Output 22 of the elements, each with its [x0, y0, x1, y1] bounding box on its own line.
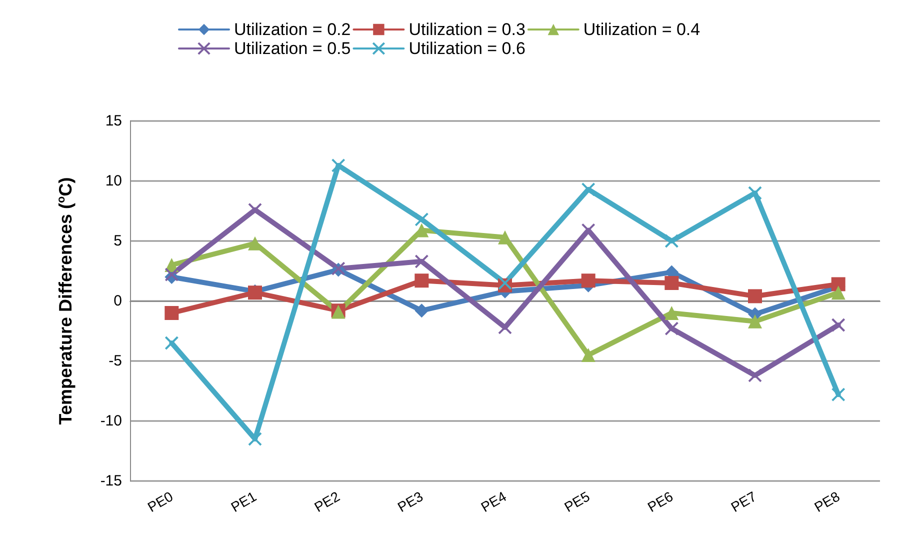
y-tick-label: -15 [100, 472, 122, 490]
legend-label: Utilization = 0.4 [583, 20, 700, 39]
legend-label: Utilization = 0.6 [408, 39, 526, 58]
y-tick-label: 15 [105, 112, 122, 130]
x-tick-label: PE7 [728, 488, 760, 516]
x-tick-label: PE4 [478, 488, 510, 516]
x-tick-label: PE0 [144, 488, 176, 516]
y-tick-label: 10 [105, 172, 122, 190]
x-tick-label: PE8 [811, 488, 843, 516]
legend-label: Utilization = 0.5 [234, 39, 351, 58]
legend-label: Utilization = 0.2 [234, 20, 351, 39]
x-tick-label: PE3 [394, 488, 426, 516]
x-tick-label: PE1 [228, 488, 260, 516]
y-axis-title: Temperature Differences (oC) [56, 177, 76, 425]
x-tick-label: PE2 [311, 488, 343, 516]
y-tick-label: -5 [108, 352, 122, 370]
legend-label: Utilization = 0.3 [408, 20, 526, 39]
x-tick-label: PE5 [561, 488, 593, 516]
y-tick-label: -10 [100, 412, 122, 430]
x-tick-label: PE6 [644, 488, 676, 516]
y-tick-label: 5 [114, 232, 122, 250]
y-tick-label: 0 [114, 292, 122, 310]
